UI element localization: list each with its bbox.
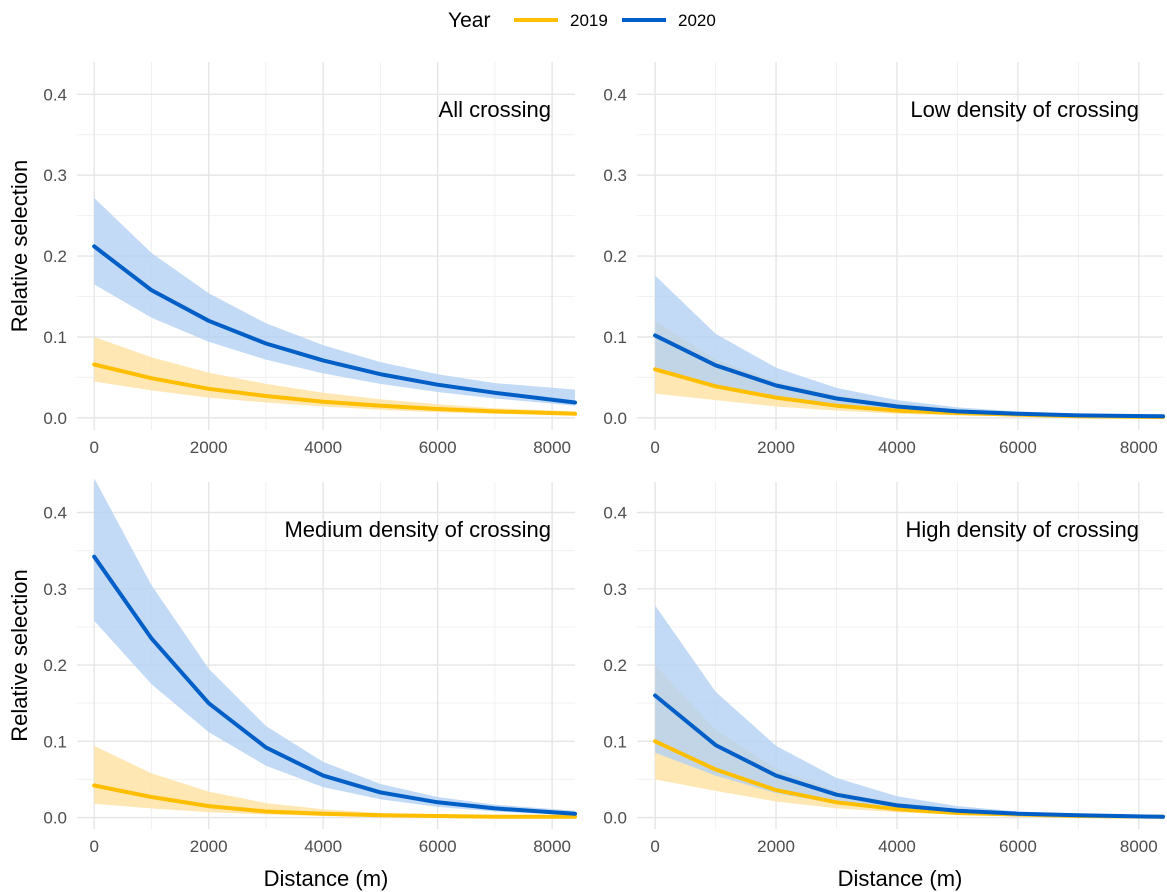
x-tick-label: 8000 — [533, 438, 571, 457]
y-tick-label: 0.2 — [43, 247, 67, 266]
y-tick-label: 0.2 — [603, 656, 627, 675]
x-tick-label: 8000 — [533, 837, 571, 856]
series-line-2019 — [92, 783, 577, 819]
x-tick-label: 6000 — [999, 438, 1037, 457]
panel-4: 0 2000 4000 6000 8000 0.0 0.1 0.2 0.3 0.4 High den… — [603, 482, 1165, 891]
x-tick-label: 8000 — [1120, 438, 1158, 457]
y-tick-label: 0.1 — [603, 732, 627, 751]
x-tick-label: 0 — [650, 837, 659, 856]
y-tick-label: 0.0 — [603, 409, 627, 428]
x-tick-label: 6000 — [419, 837, 457, 856]
ci-band-2019 — [94, 337, 575, 416]
y-tick-label: 0.4 — [603, 85, 627, 104]
series-line-2020 — [653, 693, 1165, 819]
x-tick-label: 4000 — [878, 438, 916, 457]
x-tick-label: 0 — [650, 438, 659, 457]
legend-title: Year — [448, 9, 490, 32]
y-tick-label: 0.3 — [43, 580, 67, 599]
y-axis-title: Relative selection — [7, 160, 32, 332]
series-line-2020 — [653, 333, 1165, 419]
ci-band-2020 — [655, 605, 1163, 817]
series-line-2020 — [92, 244, 577, 405]
x-tick-label: 2000 — [190, 438, 228, 457]
x-tick-label: 4000 — [878, 837, 916, 856]
x-tick-label: 6000 — [999, 837, 1037, 856]
ci-band-2020 — [655, 275, 1163, 418]
y-tick-label: 0.4 — [43, 85, 67, 104]
y-axis-title: Relative selection — [7, 569, 32, 741]
ci-band-2019 — [94, 745, 575, 818]
legend: Year 2019 2020 — [448, 9, 716, 32]
y-tick-label: 0.0 — [603, 809, 627, 828]
x-tick-label: 2000 — [757, 837, 795, 856]
series-line-2019 — [92, 362, 577, 416]
panel-2: 0 2000 4000 6000 8000 0.0 0.1 0.2 0.3 0.4 Low dens… — [603, 62, 1165, 457]
x-tick-label: 0 — [89, 438, 98, 457]
y-tick-label: 0.3 — [43, 166, 67, 185]
panel-title: High density of crossing — [905, 517, 1139, 542]
legend-label-2020: 2020 — [678, 11, 716, 30]
y-tick-label: 0.0 — [43, 409, 67, 428]
y-tick-label: 0.2 — [603, 247, 627, 266]
y-tick-label: 0.2 — [43, 656, 67, 675]
x-axis-title: Distance (m) — [264, 866, 389, 891]
series-line-2020 — [92, 554, 577, 816]
y-tick-label: 0.3 — [603, 580, 627, 599]
x-tick-label: 8000 — [1120, 837, 1158, 856]
x-tick-label: 4000 — [304, 438, 342, 457]
x-tick-label: 0 — [89, 837, 98, 856]
panel-title: Medium density of crossing — [284, 517, 551, 542]
x-tick-label: 2000 — [190, 837, 228, 856]
y-tick-label: 0.3 — [603, 166, 627, 185]
panels: 0 2000 4000 6000 8000 0.0 0.1 0.2 0.3 0.4 All cros… — [7, 62, 1165, 891]
y-tick-label: 0.4 — [43, 504, 67, 523]
panel-title: Low density of crossing — [910, 97, 1139, 122]
x-tick-label: 4000 — [304, 837, 342, 856]
panel-1: 0 2000 4000 6000 8000 0.0 0.1 0.2 0.3 0.4 All cros… — [7, 62, 577, 457]
y-tick-label: 0.0 — [43, 809, 67, 828]
y-tick-label: 0.4 — [603, 504, 627, 523]
panel-title: All crossing — [439, 97, 551, 122]
y-tick-label: 0.1 — [603, 328, 627, 347]
panel-3: 0 2000 4000 6000 8000 0.0 0.1 0.2 0.3 0.4 Medium d… — [7, 478, 577, 891]
ci-band-2020 — [94, 478, 575, 816]
x-tick-label: 6000 — [419, 438, 457, 457]
x-tick-label: 2000 — [757, 438, 795, 457]
y-tick-label: 0.1 — [43, 732, 67, 751]
y-tick-label: 0.1 — [43, 328, 67, 347]
x-axis-title: Distance (m) — [838, 866, 963, 891]
legend-label-2019: 2019 — [570, 11, 608, 30]
